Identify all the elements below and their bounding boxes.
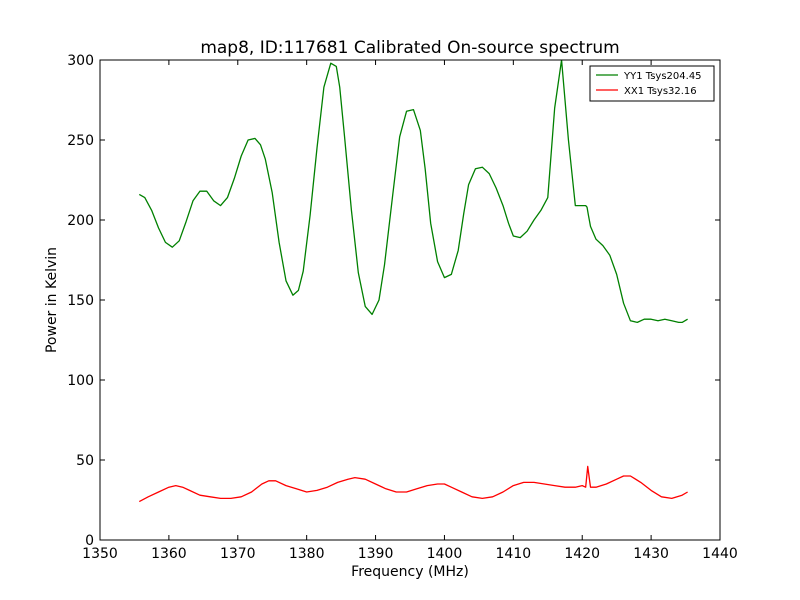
x-tick-label: 1370 <box>220 546 256 562</box>
x-axis-label: Frequency (MHz) <box>351 564 469 580</box>
y-tick-label: 250 <box>67 133 94 149</box>
y-tick-label: 0 <box>85 533 94 549</box>
y-tick-label: 50 <box>76 453 94 469</box>
x-tick-label: 1390 <box>358 546 394 562</box>
y-axis: 0 50 100 150 200 250 300 <box>67 53 720 549</box>
legend: YY1 Tsys204.45 XX1 Tsys32.16 <box>589 65 715 102</box>
legend-box <box>589 65 715 102</box>
x-axis: 1350 1360 1370 1380 1390 1400 1410 1420 1430 1440 <box>82 60 738 562</box>
x-tick-label: 1380 <box>289 546 325 562</box>
y-axis-label: Power in Kelvin <box>44 247 60 353</box>
chart-title: map8, ID:117681 Calibrated On-source spe… <box>200 38 619 58</box>
y-tick-label: 200 <box>67 213 94 229</box>
x-tick-label: 1410 <box>496 546 532 562</box>
y-tick-label: 100 <box>67 373 94 389</box>
y-tick-label: 150 <box>67 293 94 309</box>
x-tick-label: 1400 <box>427 546 463 562</box>
x-tick-label: 1350 <box>82 546 118 562</box>
x-tick-label: 1360 <box>151 546 187 562</box>
legend-label-1: XX1 Tsys32.16 <box>624 86 697 97</box>
x-tick-label: 1420 <box>564 546 600 562</box>
legend-label-0: YY1 Tsys204.45 <box>623 71 702 82</box>
series-line-0 <box>138 60 688 324</box>
x-tick-label: 1430 <box>633 546 669 562</box>
x-tick-label: 1440 <box>702 546 738 562</box>
y-tick-label: 300 <box>67 53 94 69</box>
series-line-1 <box>138 465 688 503</box>
